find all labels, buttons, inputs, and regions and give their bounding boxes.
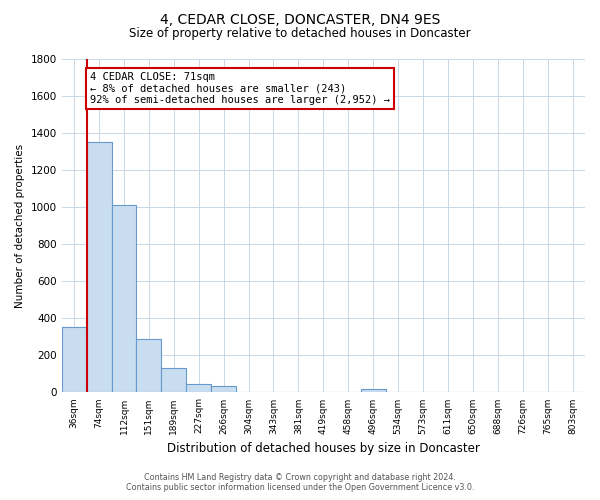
X-axis label: Distribution of detached houses by size in Doncaster: Distribution of detached houses by size … (167, 442, 480, 455)
Bar (62, 326, 86, 392)
Bar (361, 388, 386, 392)
Bar (136, 338, 161, 392)
Bar (86, 142, 112, 392)
Text: Size of property relative to detached houses in Doncaster: Size of property relative to detached ho… (129, 28, 471, 40)
Bar (211, 386, 236, 392)
Bar (161, 368, 186, 392)
Bar (186, 384, 211, 392)
Text: Contains HM Land Registry data © Crown copyright and database right 2024.
Contai: Contains HM Land Registry data © Crown c… (126, 473, 474, 492)
Text: 4, CEDAR CLOSE, DONCASTER, DN4 9ES: 4, CEDAR CLOSE, DONCASTER, DN4 9ES (160, 12, 440, 26)
Bar (112, 206, 136, 392)
Y-axis label: Number of detached properties: Number of detached properties (15, 144, 25, 308)
Text: 4 CEDAR CLOSE: 71sqm
← 8% of detached houses are smaller (243)
92% of semi-detac: 4 CEDAR CLOSE: 71sqm ← 8% of detached ho… (91, 72, 391, 105)
